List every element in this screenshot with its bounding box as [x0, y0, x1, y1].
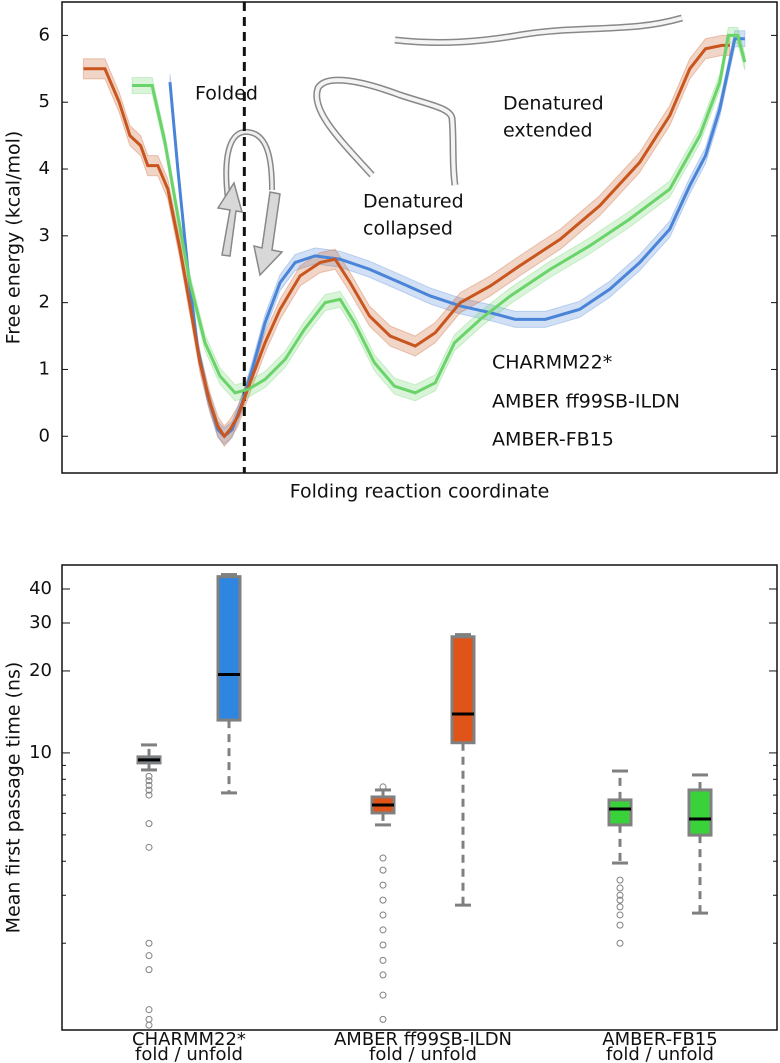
flier — [145, 843, 153, 851]
series-line — [83, 43, 730, 439]
flier — [379, 854, 387, 862]
annotation: Denatured — [503, 93, 604, 115]
flier — [616, 896, 624, 904]
y-tick-label: 4 — [39, 158, 50, 179]
annotation: Denatured — [363, 191, 464, 213]
flier — [145, 791, 153, 799]
y-tick-label: 1 — [39, 358, 50, 379]
y-tick-label: 3 — [39, 225, 50, 246]
flier — [616, 911, 624, 919]
series-line — [168, 37, 745, 439]
bottom-axes-frame — [61, 564, 778, 1031]
flier — [145, 781, 153, 789]
flier — [145, 1021, 153, 1029]
flier — [616, 921, 624, 929]
flier — [145, 777, 153, 785]
flier — [145, 786, 153, 794]
flier — [616, 903, 624, 911]
flier — [616, 939, 624, 947]
flier — [145, 1006, 153, 1014]
annotation: Folded — [195, 83, 258, 105]
top-axes-frame — [61, 1, 778, 474]
flier — [379, 991, 387, 999]
x-tick-sublabel: fold / unfold — [135, 1044, 243, 1063]
box — [607, 798, 633, 827]
collapsed-cartoon — [313, 76, 459, 186]
y-tick-label: 2 — [39, 292, 50, 313]
x-axis-label: Folding reaction coordinate — [290, 481, 550, 503]
box — [450, 635, 476, 745]
annotation: extended — [503, 120, 593, 142]
x-tick-label: CHARMM22* — [132, 1029, 246, 1050]
flier — [145, 1015, 153, 1023]
y-tick-label: 10 — [29, 742, 52, 763]
y-tick-label: 20 — [29, 660, 52, 681]
flier — [145, 939, 153, 947]
y-tick-label: 5 — [39, 91, 50, 112]
annotation: collapsed — [363, 218, 453, 240]
flier — [379, 1015, 387, 1023]
flier — [379, 881, 387, 889]
box — [687, 788, 713, 837]
flier — [379, 896, 387, 904]
x-tick-label: AMBER-FB15 — [602, 1029, 717, 1050]
flier — [379, 941, 387, 949]
x-tick-sublabel: fold / unfold — [369, 1044, 477, 1063]
x-tick-label: AMBER ff99SB-ILDN — [334, 1029, 512, 1050]
flier — [379, 926, 387, 934]
legend-label: AMBER ff99SB-ILDN — [492, 391, 680, 413]
y-tick-label: 40 — [29, 578, 52, 599]
series-line — [132, 33, 747, 395]
box — [216, 575, 242, 722]
folded-cartoon — [216, 128, 284, 277]
legend-label: CHARMM22* — [492, 352, 612, 374]
flier — [379, 866, 387, 874]
y-tick-label: 0 — [39, 425, 50, 446]
y-tick-label: 6 — [39, 24, 50, 45]
flier — [379, 956, 387, 964]
y-axis-label: Mean first passage time (ns) — [3, 662, 25, 934]
extended-cartoon — [394, 14, 683, 46]
y-axis-label: Free energy (kcal/mol) — [3, 131, 25, 345]
flier — [145, 952, 153, 960]
flier — [145, 820, 153, 828]
x-tick-sublabel: fold / unfold — [606, 1044, 714, 1063]
flier — [379, 971, 387, 979]
flier — [145, 966, 153, 974]
flier — [616, 876, 624, 884]
legend-label: AMBER-FB15 — [492, 429, 614, 451]
flier — [145, 772, 153, 780]
flier — [616, 884, 624, 892]
y-tick-label: 30 — [29, 612, 52, 633]
flier — [616, 891, 624, 899]
error-band — [131, 26, 746, 402]
flier — [379, 911, 387, 919]
flier — [379, 783, 387, 791]
